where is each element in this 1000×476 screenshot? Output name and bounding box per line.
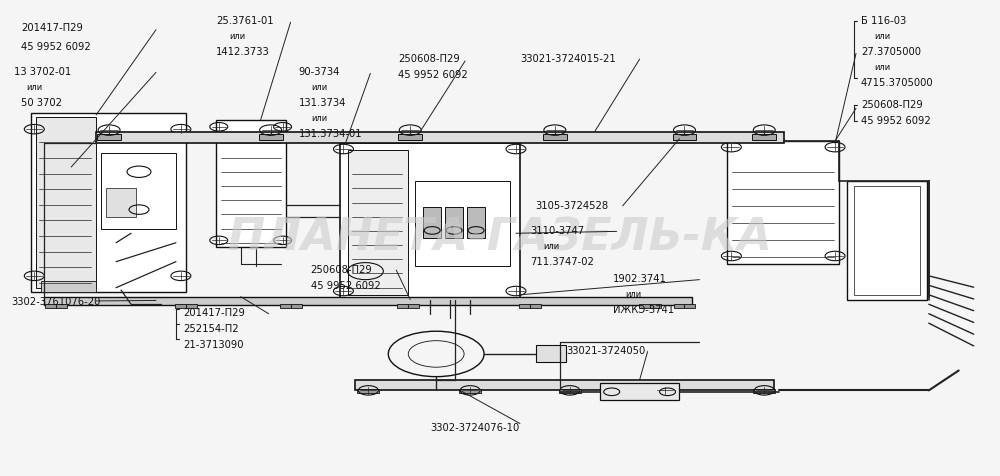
Text: или: или (229, 32, 245, 40)
Text: или: или (874, 63, 890, 72)
Text: ПЛАНЕТА-ГАЗЕЛЬ-КА: ПЛАНЕТА-ГАЗЕЛЬ-КА (228, 217, 772, 259)
Bar (355, 380, 774, 390)
Text: ИЖКЭ-3741: ИЖКЭ-3741 (613, 305, 674, 315)
Text: 201417-П29: 201417-П29 (21, 23, 83, 33)
Text: 131.3734-01: 131.3734-01 (299, 129, 362, 139)
Text: 250608-П29: 250608-П29 (398, 54, 460, 64)
Bar (41, 280, 96, 292)
Bar (415, 181, 510, 267)
Bar (348, 150, 408, 295)
Bar (280, 304, 302, 308)
Text: 50 3702: 50 3702 (21, 98, 62, 108)
Bar (398, 134, 422, 139)
Bar (45, 304, 67, 308)
Text: 3302-3724076-10: 3302-3724076-10 (430, 423, 519, 433)
Bar (96, 131, 784, 143)
Text: или: или (26, 83, 42, 92)
Bar (175, 304, 197, 308)
Text: или: или (312, 114, 328, 123)
Bar (467, 207, 485, 238)
Bar (674, 304, 695, 308)
Text: 250608-П29: 250608-П29 (311, 265, 372, 275)
Bar (519, 304, 541, 308)
Text: 45 9952 6092: 45 9952 6092 (861, 116, 931, 126)
Text: или: или (874, 32, 890, 40)
Bar (600, 383, 679, 400)
Text: 21-3713090: 21-3713090 (183, 340, 243, 350)
Bar (536, 346, 566, 362)
Text: 33021-3724050: 33021-3724050 (566, 346, 645, 356)
Text: 25.3761-01: 25.3761-01 (216, 16, 273, 26)
Bar (259, 134, 283, 139)
Text: 3105-3724528: 3105-3724528 (535, 201, 608, 211)
Bar (36, 117, 96, 288)
Text: 45 9952 6092: 45 9952 6092 (311, 280, 380, 290)
Text: 33021-3724015-21: 33021-3724015-21 (520, 54, 616, 64)
Bar (106, 188, 136, 217)
Bar (216, 119, 286, 248)
Bar (559, 389, 581, 393)
Bar (397, 304, 419, 308)
Text: 4715.3705000: 4715.3705000 (861, 78, 934, 88)
Bar (340, 143, 520, 299)
Bar (854, 186, 920, 295)
Bar (44, 297, 692, 305)
Text: 1412.3733: 1412.3733 (216, 47, 270, 57)
Bar (654, 389, 676, 393)
Text: или: или (543, 242, 559, 251)
Text: 27.3705000: 27.3705000 (861, 47, 921, 57)
Bar (639, 304, 661, 308)
Bar (459, 389, 481, 393)
Bar (753, 389, 775, 393)
Text: 252154-П2: 252154-П2 (183, 324, 239, 334)
Text: 45 9952 6092: 45 9952 6092 (21, 41, 91, 51)
Text: или: или (626, 290, 642, 299)
Text: 90-3734: 90-3734 (299, 67, 340, 77)
Text: 1902.3741: 1902.3741 (613, 274, 667, 284)
Text: 45 9952 6092: 45 9952 6092 (398, 70, 468, 80)
Bar (97, 134, 121, 139)
Bar (752, 134, 776, 139)
Text: или: или (312, 83, 328, 92)
Text: 201417-П29: 201417-П29 (183, 308, 245, 318)
Bar (673, 134, 696, 139)
Text: 3302-3761076-20: 3302-3761076-20 (11, 297, 101, 307)
Bar (727, 141, 839, 264)
Text: 131.3734: 131.3734 (299, 98, 346, 108)
Bar (101, 153, 176, 228)
Text: 13 3702-01: 13 3702-01 (14, 67, 72, 77)
Text: Б 116-03: Б 116-03 (861, 16, 906, 26)
Text: 711.3747-02: 711.3747-02 (530, 257, 594, 267)
Bar (357, 389, 379, 393)
Bar (445, 207, 463, 238)
Bar (847, 181, 927, 299)
Text: 3110-3747: 3110-3747 (530, 226, 584, 236)
Bar (423, 207, 441, 238)
Bar (543, 134, 567, 139)
Text: 250608-П29: 250608-П29 (861, 100, 923, 110)
Bar (31, 113, 186, 292)
